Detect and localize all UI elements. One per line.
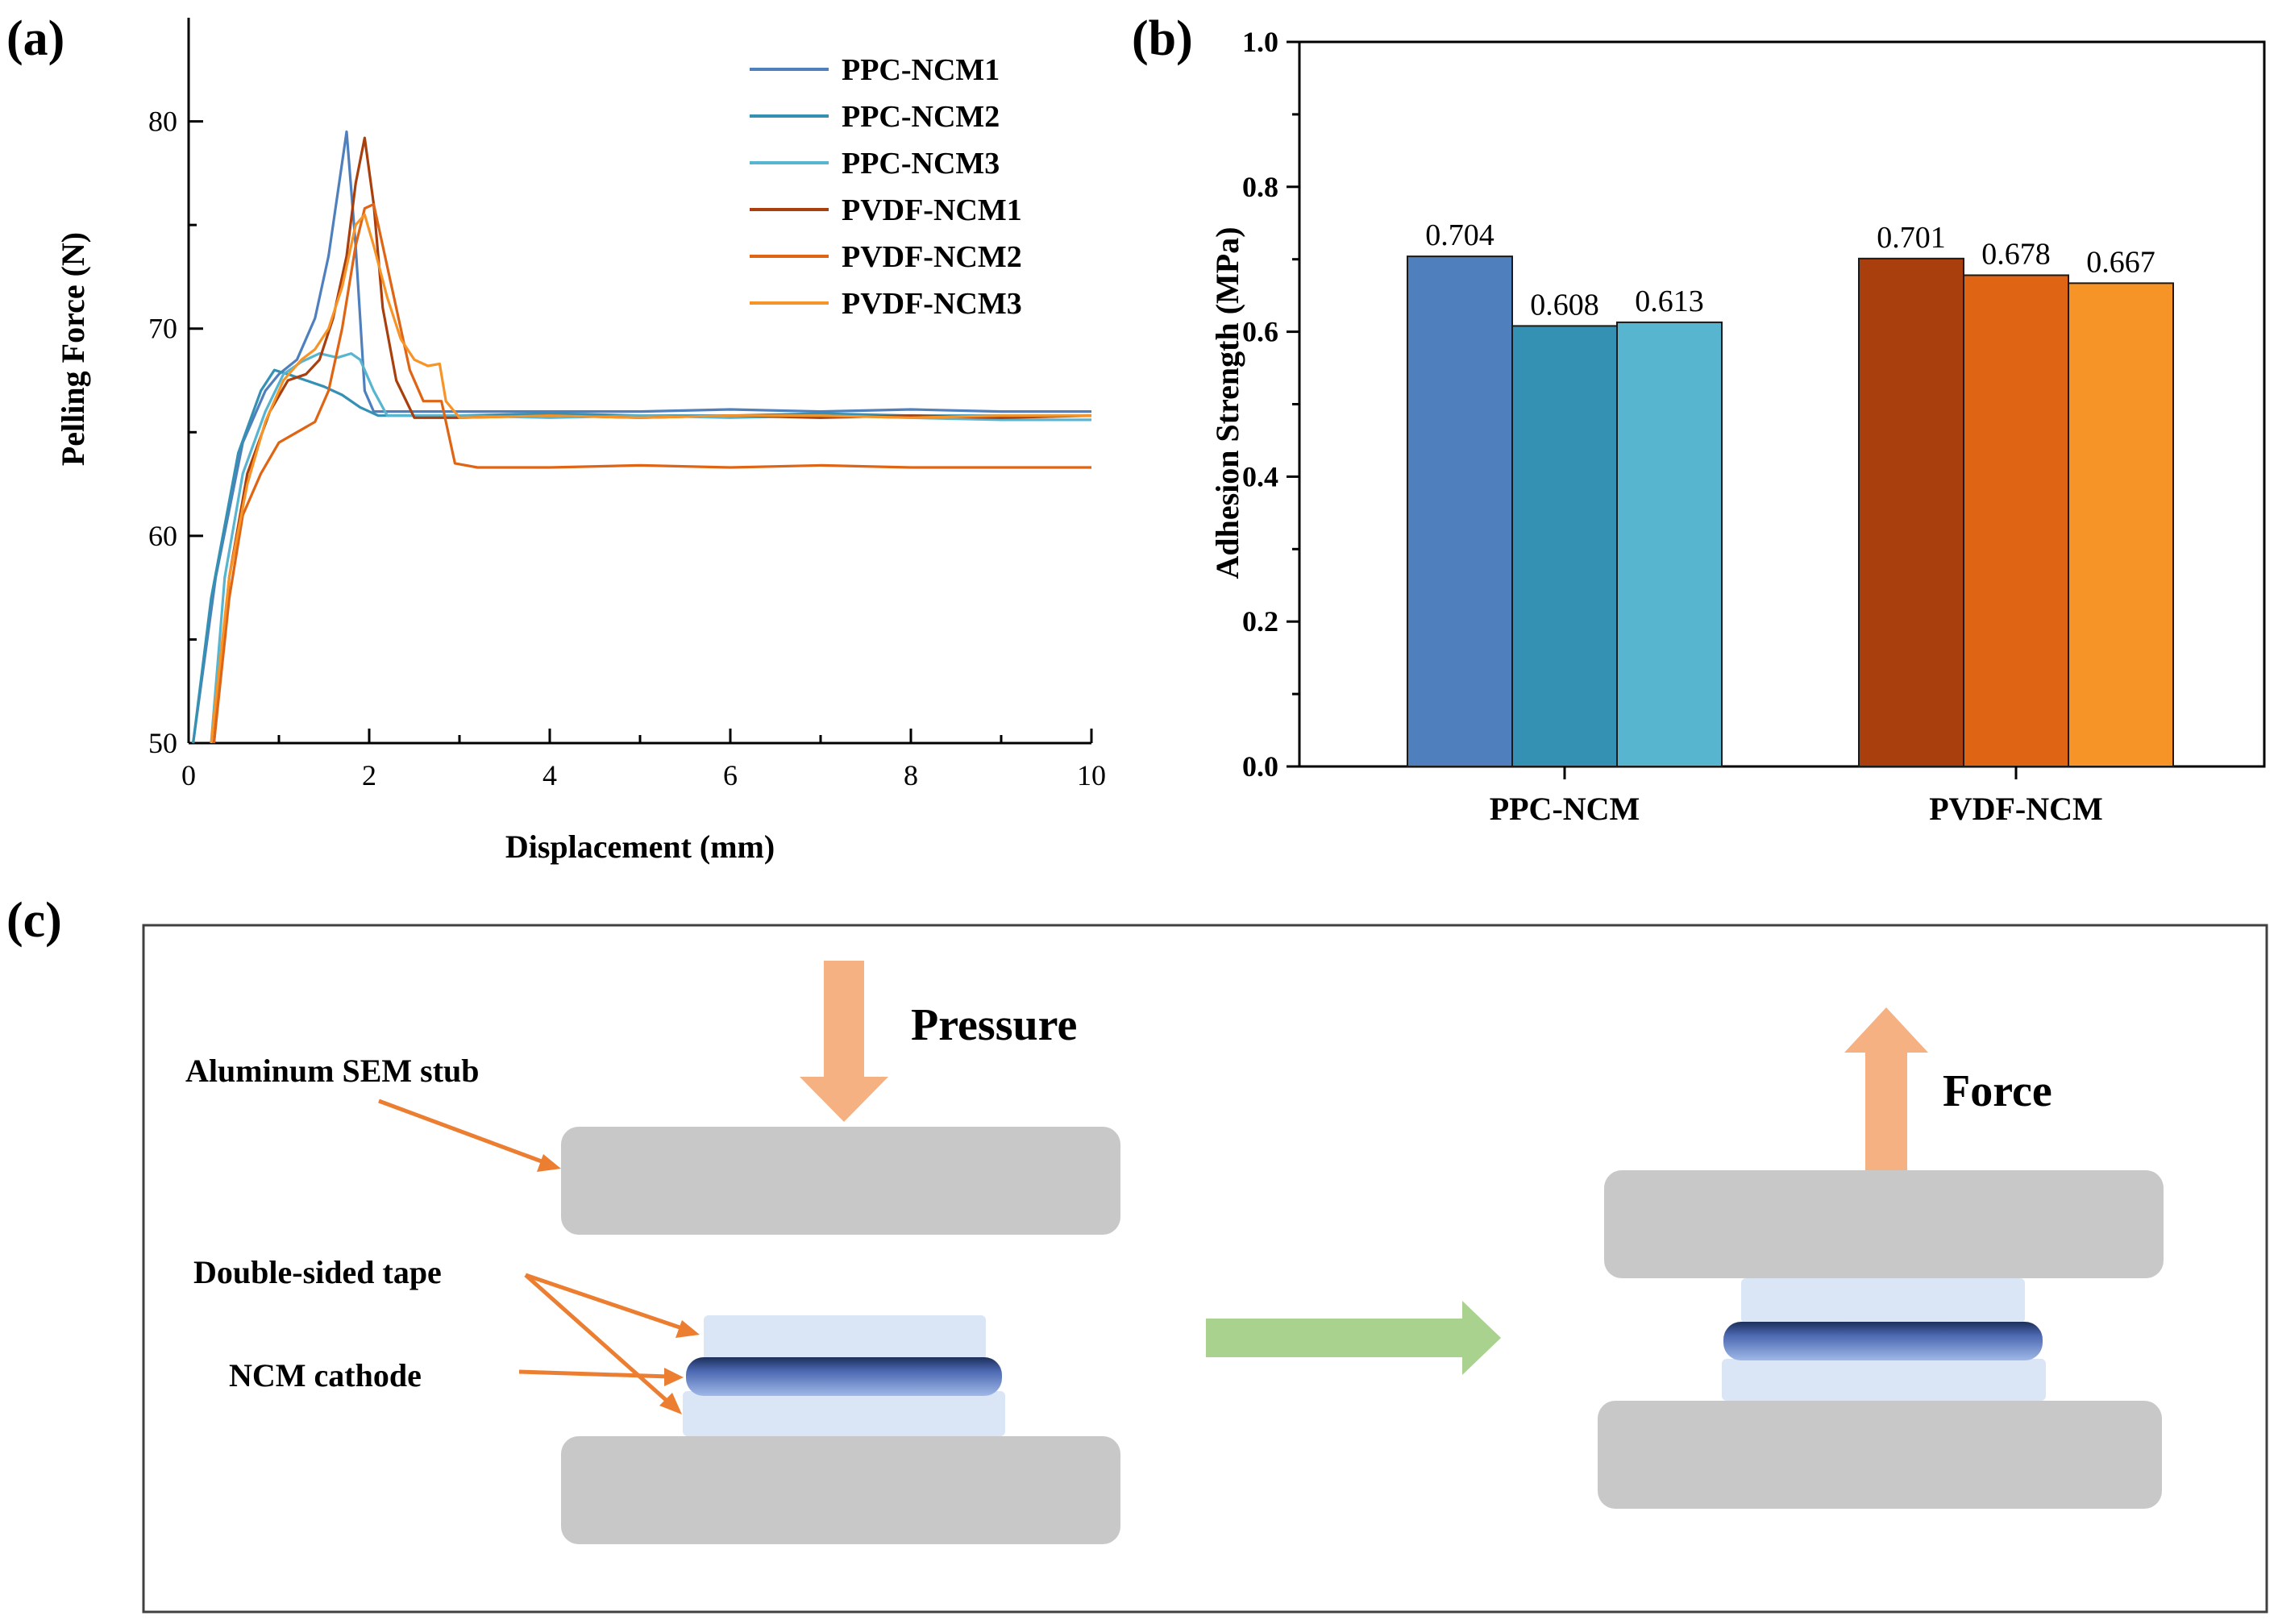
bar-pvdf-ncm3 bbox=[2068, 282, 2174, 767]
y-ticks: 50 60 70 80 bbox=[148, 106, 203, 759]
pressure-arrow bbox=[800, 961, 888, 1122]
legend-label: PPC-NCM1 bbox=[842, 53, 1000, 87]
y-tick-label: 0.2 bbox=[1242, 605, 1278, 638]
bar-pvdf-ncm2 bbox=[1963, 274, 2069, 767]
bar-value-label: 0.667 bbox=[2086, 245, 2155, 279]
tape-pointer-top bbox=[525, 1273, 688, 1332]
x-tick-label: 0 bbox=[181, 759, 196, 791]
series-line-pvdf-ncm2 bbox=[212, 202, 1091, 744]
aluminum-stub-pointer bbox=[378, 1099, 549, 1166]
series-line-pvdf-ncm3 bbox=[210, 213, 1091, 744]
diagram-frame bbox=[142, 924, 2268, 1614]
group-labels: PPC-NCM PVDF-NCM bbox=[1490, 766, 2103, 827]
bar-value-label: 0.678 bbox=[1981, 237, 2051, 271]
cathode-pointer bbox=[518, 1369, 670, 1379]
legend-label: PVDF-NCM3 bbox=[842, 287, 1022, 321]
legend-label: PVDF-NCM2 bbox=[842, 240, 1022, 274]
bottom-tape-layer bbox=[683, 1391, 1005, 1436]
right-top-tape-layer bbox=[1741, 1278, 2025, 1323]
cathode-label: NCM cathode bbox=[229, 1357, 422, 1393]
top-aluminum-stub bbox=[561, 1127, 1120, 1235]
series-lines bbox=[192, 130, 1091, 744]
force-arrow bbox=[1844, 1007, 1928, 1170]
adhesion-test-diagram: Pressure Aluminum SEM stub Double-sided … bbox=[142, 924, 2268, 1614]
y-tick-label: 50 bbox=[148, 727, 177, 759]
right-bottom-aluminum-stub bbox=[1598, 1401, 2162, 1509]
y-tick-label: 0.0 bbox=[1242, 750, 1278, 783]
panel-label-c: (c) bbox=[6, 893, 62, 948]
bar-value-label: 0.704 bbox=[1425, 218, 1494, 252]
group-label: PPC-NCM bbox=[1490, 791, 1640, 827]
bar-value-label: 0.701 bbox=[1877, 221, 1946, 255]
cathode-pointer-head bbox=[664, 1368, 684, 1386]
y-tick-label: 0.6 bbox=[1242, 316, 1278, 348]
x-tick-label: 10 bbox=[1077, 759, 1106, 791]
y-tick-label: 0.8 bbox=[1242, 171, 1278, 203]
x-tick-label: 6 bbox=[723, 759, 738, 791]
right-ncm-cathode-layer bbox=[1723, 1322, 2043, 1360]
bar-ppc-ncm1 bbox=[1407, 255, 1513, 767]
legend: PPC-NCM1 PPC-NCM2 PPC-NCM3 PVDF-NCM1 PVDF-NC… bbox=[750, 53, 1022, 321]
group-label: PVDF-NCM bbox=[1929, 791, 2103, 827]
series-line-ppc-ncm2 bbox=[192, 368, 1091, 744]
tape-pointer-top-head bbox=[676, 1320, 700, 1338]
x-ticks: 0 2 4 6 8 10 bbox=[181, 729, 1106, 791]
pressure-label: Pressure bbox=[911, 1000, 1077, 1050]
panel-label-b: (b) bbox=[1132, 11, 1193, 66]
y-tick-label: 80 bbox=[148, 106, 177, 138]
bar-value-label: 0.613 bbox=[1635, 285, 1704, 318]
series-line-pvdf-ncm1 bbox=[212, 136, 1091, 744]
bar-value-label: 0.608 bbox=[1530, 288, 1599, 322]
aluminum-stub-pointer-head bbox=[537, 1154, 561, 1172]
panel-label-a: (a) bbox=[6, 11, 64, 66]
y-tick-label: 60 bbox=[148, 520, 177, 552]
bars: 0.704 0.608 0.613 0.701 0.678 0.667 bbox=[1407, 218, 2174, 767]
transition-arrow bbox=[1206, 1301, 1501, 1375]
y-axis-title: Adhesion Strength (MPa) bbox=[1209, 226, 1245, 579]
bottom-aluminum-stub bbox=[561, 1436, 1120, 1544]
right-bottom-tape-layer bbox=[1722, 1359, 2046, 1401]
y-tick-label: 0.4 bbox=[1242, 460, 1278, 492]
y-tick-label: 1.0 bbox=[1242, 26, 1278, 58]
x-tick-label: 4 bbox=[542, 759, 557, 791]
tape-pointer-bottom-head bbox=[659, 1393, 682, 1414]
legend-label: PPC-NCM2 bbox=[842, 100, 1000, 134]
ncm-cathode-layer bbox=[686, 1357, 1002, 1396]
top-tape-layer bbox=[704, 1315, 986, 1360]
x-axis-title: Displacement (mm) bbox=[505, 829, 775, 865]
legend-label: PPC-NCM3 bbox=[842, 147, 1000, 181]
y-axis-title: Pelling Force (N) bbox=[55, 232, 91, 466]
tape-pointer-bottom bbox=[524, 1273, 674, 1407]
legend-label: PVDF-NCM1 bbox=[842, 193, 1022, 227]
bar-ppc-ncm2 bbox=[1511, 325, 1618, 767]
y-ticks: 0.0 0.2 0.4 0.6 0.8 1.0 bbox=[1242, 26, 1299, 783]
x-tick-label: 8 bbox=[904, 759, 918, 791]
y-tick-label: 70 bbox=[148, 313, 177, 345]
bar-pvdf-ncm1 bbox=[1858, 257, 1964, 767]
aluminum-stub-label: Aluminum SEM stub bbox=[185, 1053, 480, 1089]
x-tick-label: 2 bbox=[362, 759, 376, 791]
tape-label: Double-sided tape bbox=[193, 1254, 442, 1290]
force-label: Force bbox=[1943, 1066, 2052, 1116]
bar-ppc-ncm3 bbox=[1616, 321, 1723, 767]
right-top-aluminum-stub bbox=[1604, 1170, 2164, 1278]
